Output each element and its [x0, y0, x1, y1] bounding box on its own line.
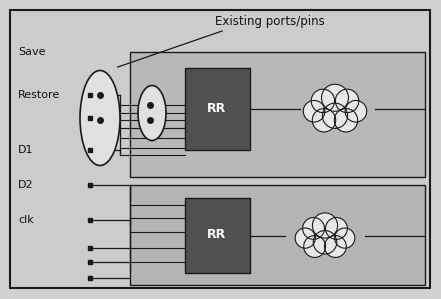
Text: Restore: Restore	[18, 90, 60, 100]
FancyBboxPatch shape	[185, 68, 250, 150]
Text: RR: RR	[207, 228, 227, 242]
Circle shape	[334, 109, 358, 132]
Text: RR: RR	[207, 103, 227, 115]
Text: clk: clk	[18, 215, 34, 225]
Circle shape	[312, 109, 336, 132]
Text: Save: Save	[18, 47, 45, 57]
Ellipse shape	[80, 71, 120, 166]
Circle shape	[325, 217, 348, 239]
Circle shape	[311, 89, 335, 113]
Text: D2: D2	[18, 180, 34, 190]
Text: Existing ports/pins: Existing ports/pins	[215, 16, 325, 28]
Circle shape	[295, 228, 315, 248]
Circle shape	[335, 228, 355, 248]
Text: D1: D1	[18, 145, 34, 155]
Circle shape	[303, 100, 325, 122]
FancyBboxPatch shape	[10, 10, 430, 288]
Circle shape	[322, 103, 348, 128]
Circle shape	[303, 217, 325, 239]
FancyBboxPatch shape	[185, 198, 250, 273]
Circle shape	[345, 100, 367, 122]
FancyBboxPatch shape	[130, 52, 425, 177]
Circle shape	[312, 213, 338, 238]
Circle shape	[313, 231, 337, 254]
Circle shape	[336, 89, 359, 113]
FancyBboxPatch shape	[130, 185, 425, 285]
Circle shape	[321, 84, 348, 111]
Circle shape	[304, 236, 325, 257]
Circle shape	[325, 236, 346, 257]
Ellipse shape	[138, 86, 166, 141]
